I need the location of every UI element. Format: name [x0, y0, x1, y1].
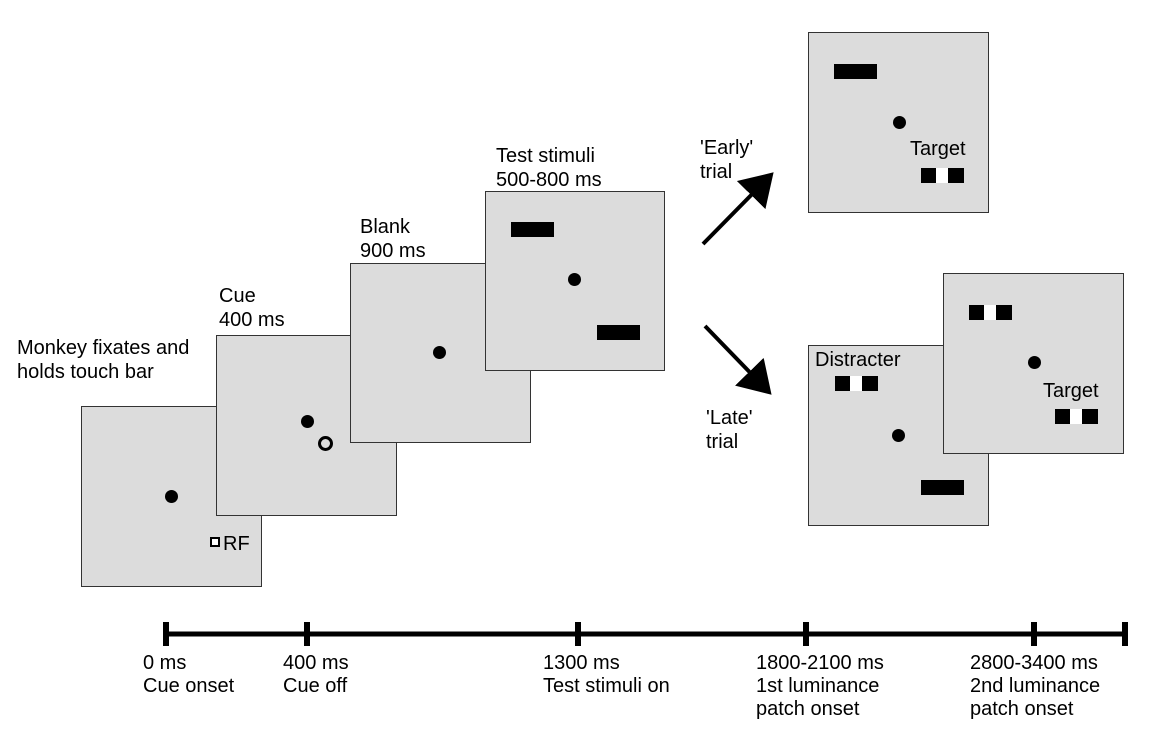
early-label-line-2: trial [700, 161, 733, 183]
blank-label: Blank 900 ms [360, 215, 426, 263]
tick-time: 400 ms [283, 652, 349, 674]
tick-event: Cue onset [143, 675, 235, 697]
distracter-patch [969, 305, 1012, 320]
target-label: Target [910, 138, 966, 160]
cue-label-line-1: Cue [219, 285, 256, 307]
late-arrow [703, 324, 772, 395]
tick-event: Test stimuli on [543, 675, 670, 697]
test-stimuli-panel [485, 191, 665, 371]
test-label-line-2: 500-800 ms [496, 169, 602, 191]
tick-time: 1300 ms [543, 652, 620, 674]
timeline-label-2: 1300 ms Test stimuli on [543, 652, 670, 698]
tick-event: patch onset [756, 698, 860, 720]
late-trial-label: 'Late' trial [706, 406, 753, 454]
rf-label: RF [223, 533, 250, 555]
test-stimuli-label: Test stimuli 500-800 ms [496, 144, 602, 192]
stimulus-bar [511, 222, 554, 237]
timeline-label-3: 1800-2100 ms 1st luminance patch onset [756, 652, 884, 721]
fixation-point [892, 429, 905, 442]
tick-event: 1st luminance [756, 675, 880, 697]
cue-label-line-2: 400 ms [219, 309, 285, 331]
blank-label-line-2: 900 ms [360, 240, 426, 262]
blank-label-line-1: Blank [360, 216, 411, 238]
timeline-label-4: 2800-3400 ms 2nd luminance patch onset [970, 652, 1100, 721]
timeline-label-0: 0 ms Cue onset [143, 652, 234, 698]
tick-time: 0 ms [143, 652, 187, 674]
late-label-line-1: 'Late' [706, 407, 753, 429]
tick-event: 2nd luminance [970, 675, 1101, 697]
distracter-label: Distracter [815, 349, 901, 371]
tick-time: 2800-3400 ms [970, 652, 1098, 674]
fixation-point [1028, 356, 1041, 369]
test-label-line-1: Test stimuli [496, 145, 595, 167]
fixation-point [568, 273, 581, 286]
fixation-point [893, 116, 906, 129]
target-patch [921, 168, 964, 183]
distracter-patch [835, 376, 878, 391]
cue-ring [318, 436, 333, 451]
stimulus-bar [834, 64, 877, 79]
target-patch [1055, 409, 1098, 424]
late-target-panel: Target [943, 273, 1124, 454]
tick-event: Cue off [283, 675, 348, 697]
early-label-line-1: 'Early' [700, 137, 754, 159]
early-arrow [701, 172, 774, 246]
tick-time: 1800-2100 ms [756, 652, 884, 674]
stimulus-bar [921, 480, 964, 495]
fixate-label-line-2: holds touch bar [17, 361, 154, 383]
fixation-point [165, 490, 178, 503]
tick-event: patch onset [970, 698, 1074, 720]
fixation-point [433, 346, 446, 359]
fixate-label: Monkey fixates and holds touch bar [17, 336, 189, 384]
rf-marker [210, 537, 220, 547]
fixate-label-line-1: Monkey fixates and [17, 337, 190, 359]
late-label-line-2: trial [706, 431, 739, 453]
cue-label: Cue 400 ms [219, 284, 285, 332]
timeline-label-1: 400 ms Cue off [283, 652, 349, 698]
stimulus-bar [597, 325, 640, 340]
early-trial-label: 'Early' trial [700, 136, 753, 184]
target-label: Target [1043, 380, 1099, 402]
early-trial-panel: Target [808, 32, 989, 213]
fixation-point [301, 415, 314, 428]
